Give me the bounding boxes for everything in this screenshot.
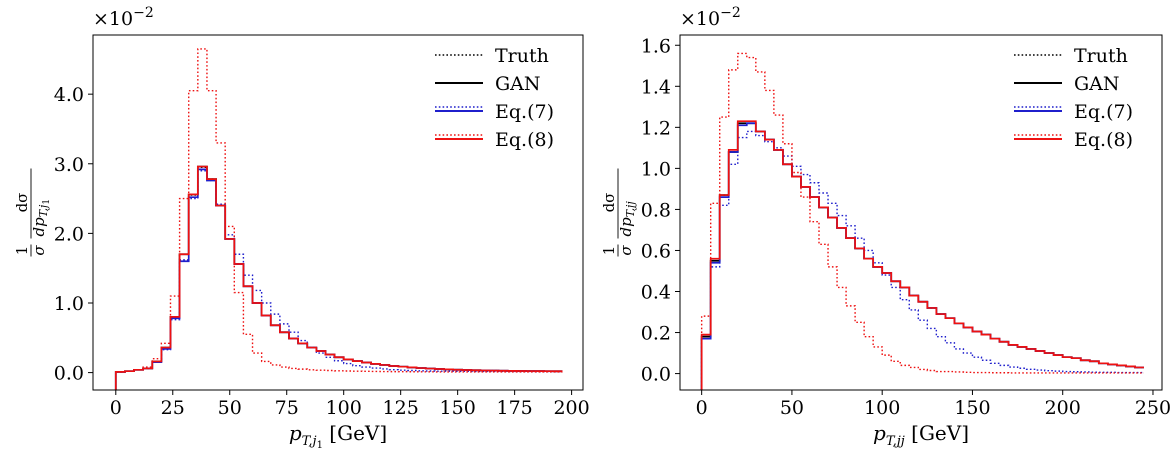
legend-label: GAN	[495, 73, 541, 95]
y-tick-label: 0.4	[641, 282, 671, 304]
x-tick-label: 250	[1135, 397, 1171, 419]
y-label-denominator: dpT,j1	[30, 199, 52, 237]
legend-item: GAN	[1014, 73, 1120, 95]
y-tick-label: 1.0	[54, 293, 84, 315]
series-eq-8--solid	[114, 165, 563, 390]
y-tick-label: 1.2	[641, 117, 671, 139]
legend-item: Eq.(7)	[435, 101, 554, 123]
legend-item: GAN	[435, 73, 541, 95]
series-group	[700, 52, 1144, 390]
x-axis-label: pT,jj [GeV]	[873, 421, 969, 449]
series-gan-solid	[700, 122, 1144, 390]
y-label-one: 1	[600, 246, 618, 256]
x-tick-label: 175	[496, 397, 532, 419]
x-tick-label: 0	[110, 397, 122, 419]
x-tick-label: 150	[954, 397, 990, 419]
legend-item: Eq.(8)	[435, 129, 554, 151]
x-tick-label: 25	[161, 397, 185, 419]
y-tick-label: 1.0	[641, 158, 671, 180]
legend-label: GAN	[1074, 73, 1120, 95]
legend-label: Eq.(8)	[495, 129, 554, 151]
y-label-sigma: σ	[30, 245, 48, 256]
y-multiplier: ×10−2	[93, 5, 154, 30]
legend-item: Truth	[435, 45, 549, 67]
legend-item: Truth	[1014, 45, 1128, 67]
y-label-denominator: dpT,jj	[617, 201, 637, 237]
legend-label: Truth	[1074, 45, 1128, 67]
series-eq-7--dotted	[700, 130, 1144, 390]
y-tick-label: 0.0	[54, 363, 84, 385]
series-eq-8--dotted	[115, 48, 563, 390]
x-tick-label: 150	[440, 397, 476, 419]
series-eq-8--solid	[700, 120, 1144, 390]
y-tick-label: 0.8	[641, 199, 671, 221]
x-tick-label: 100	[864, 397, 900, 419]
x-tick-label: 50	[780, 397, 804, 419]
series-group	[114, 48, 563, 390]
series-eq-8--dotted	[700, 52, 1144, 390]
legend: Truth GAN Eq.(7) Eq.(8)	[435, 45, 554, 151]
series-truth-dotted	[700, 122, 1144, 390]
x-tick-label: 0	[696, 397, 708, 419]
legend-item: Eq.(7)	[1014, 101, 1133, 123]
x-tick-label: 75	[275, 397, 299, 419]
right-panel: 0 50 100 150 200 250 0.0 0.2 0.4 0.6 0.8 1.0 1.2 1.4 1…	[600, 5, 1171, 449]
x-tick-label: 50	[218, 397, 242, 419]
legend-label: Eq.(8)	[1074, 129, 1133, 151]
y-tick-label: 1.6	[641, 35, 671, 57]
x-tick-label: 200	[553, 397, 589, 419]
left-panel: 0 25 50 75 100 125 150 175 200 0.0 1.0 2.0 3.0 4.0 ×10…	[13, 5, 590, 451]
x-axis-label: pT,j1 [GeV]	[289, 421, 387, 451]
plot-frame	[679, 34, 1163, 391]
legend-label: Eq.(7)	[495, 101, 554, 123]
y-tick-label: 0.2	[641, 323, 671, 345]
y-label-one: 1	[13, 246, 31, 256]
y-tick-label: 1.4	[641, 76, 671, 98]
legend: Truth GAN Eq.(7) Eq.(8)	[1014, 45, 1133, 151]
legend-label: Eq.(7)	[1074, 101, 1133, 123]
y-tick-label: 3.0	[54, 154, 84, 176]
y-tick-label: 0.6	[641, 240, 671, 262]
plot-frame	[92, 34, 584, 391]
y-label-numerator: dσ	[600, 193, 618, 213]
x-tick-label: 200	[1045, 397, 1081, 419]
y-tick-label: 0.0	[641, 364, 671, 386]
legend-item: Eq.(8)	[1014, 129, 1133, 151]
legend-label: Truth	[495, 45, 549, 67]
y-tick-label: 2.0	[54, 223, 84, 245]
y-multiplier: ×10−2	[680, 5, 741, 30]
x-tick-label: 125	[383, 397, 419, 419]
y-label-sigma: σ	[617, 245, 635, 256]
series-eq-7--solid	[700, 122, 1144, 390]
y-tick-label: 4.0	[54, 84, 84, 106]
x-tick-label: 100	[326, 397, 362, 419]
y-label-numerator: dσ	[13, 193, 31, 213]
